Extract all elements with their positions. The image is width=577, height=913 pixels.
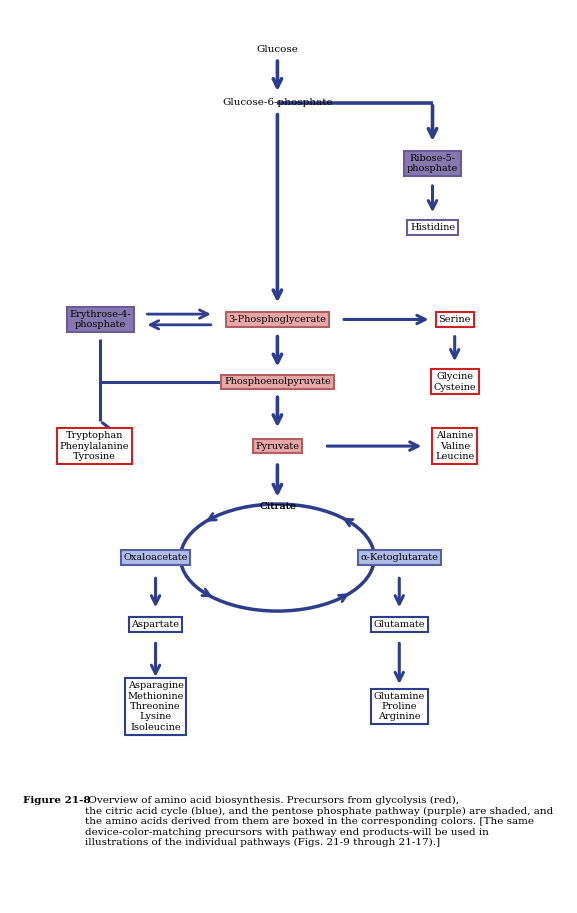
Text: Citrate: Citrate <box>259 502 296 511</box>
Text: Glutamine
Proline
Arginine: Glutamine Proline Arginine <box>374 691 425 721</box>
Text: Glycine
Cysteine: Glycine Cysteine <box>433 373 476 392</box>
Text: Overview of amino acid biosynthesis. Precursors from glycolysis (red),
the citri: Overview of amino acid biosynthesis. Pre… <box>85 796 554 847</box>
Text: 3-Phosphoglycerate: 3-Phosphoglycerate <box>228 315 327 324</box>
Text: Phosphoenolpyruvate: Phosphoenolpyruvate <box>224 377 331 386</box>
Text: Figure 21-8: Figure 21-8 <box>23 796 91 805</box>
Text: Citrate: Citrate <box>259 502 296 511</box>
Text: Histidine: Histidine <box>410 223 455 232</box>
Text: Glucose: Glucose <box>257 45 298 54</box>
Text: Glutamate: Glutamate <box>373 620 425 629</box>
Text: Aspartate: Aspartate <box>132 620 179 629</box>
Text: Serine: Serine <box>439 315 471 324</box>
Text: Oxaloacetate: Oxaloacetate <box>123 553 188 562</box>
Text: Pyruvate: Pyruvate <box>256 442 299 451</box>
Text: Erythrose-4-
phosphate: Erythrose-4- phosphate <box>69 310 131 330</box>
Text: Asparagine
Methionine
Threonine
Lysine
Isoleucine: Asparagine Methionine Threonine Lysine I… <box>128 681 183 732</box>
Text: Glucose-6-phosphate: Glucose-6-phosphate <box>222 99 333 107</box>
Text: Alanine
Valine
Leucine: Alanine Valine Leucine <box>435 431 474 461</box>
Text: Ribose-5-
phosphate: Ribose-5- phosphate <box>407 153 458 173</box>
Text: α-Ketoglutarate: α-Ketoglutarate <box>361 553 438 562</box>
Text: Tryptophan
Phenylalanine
Tyrosine: Tryptophan Phenylalanine Tyrosine <box>60 431 129 461</box>
